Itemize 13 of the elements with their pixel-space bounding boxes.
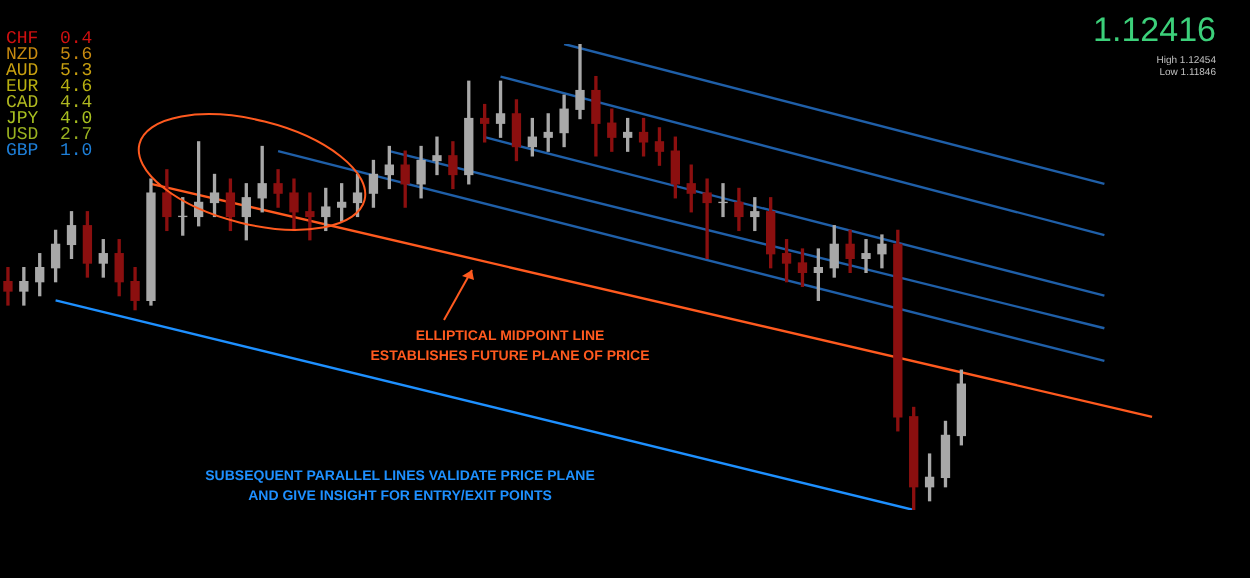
candlestick — [702, 178, 712, 260]
annotation: JPY 4.0 — [6, 108, 93, 129]
annotation: USD 2.7 — [6, 124, 93, 145]
annotation: AUD 5.3 — [6, 60, 93, 81]
annotation: 1.12416 — [1093, 11, 1216, 50]
candlestick — [432, 136, 442, 176]
annotation: EUR 4.6 — [6, 76, 93, 97]
candlestick — [861, 239, 871, 273]
annotation: CAD 4.4 — [6, 92, 93, 113]
annotation: NZD 5.6 — [6, 44, 93, 65]
candlestick — [305, 192, 315, 241]
annotation: CHF 0.4 — [6, 28, 93, 49]
annotation: GBP 1.0 — [6, 140, 93, 161]
